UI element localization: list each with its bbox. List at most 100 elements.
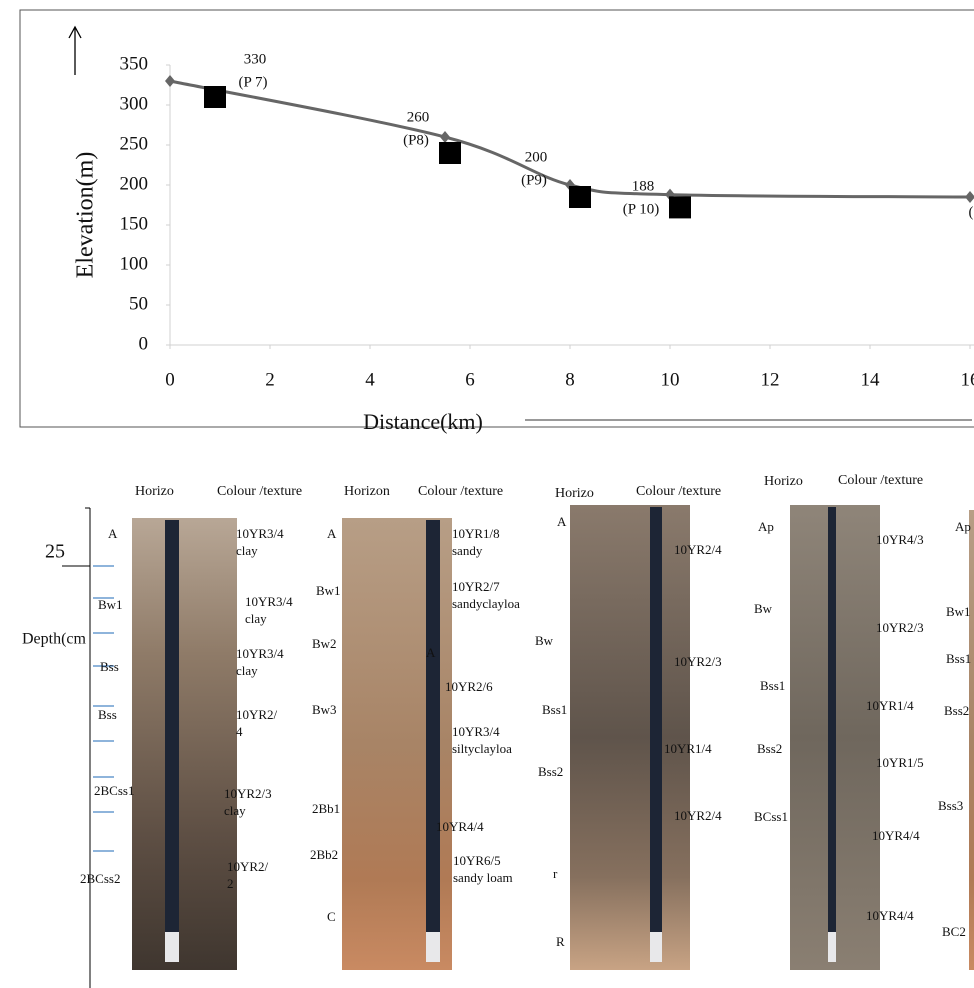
measuring-tape bbox=[165, 520, 179, 932]
measuring-tape bbox=[650, 507, 662, 932]
horizon-label: Bss1 bbox=[760, 678, 785, 693]
depth-label: Depth(cm bbox=[22, 631, 87, 648]
horizon-label: Bss1 bbox=[542, 702, 567, 717]
column-header: Colour /texture bbox=[838, 473, 923, 488]
horizon-label: BC2 bbox=[942, 924, 966, 939]
profile-photo bbox=[969, 510, 974, 970]
x-tick-label: 8 bbox=[565, 369, 575, 390]
x-tick-label: 14 bbox=[861, 369, 881, 390]
site-marker bbox=[204, 86, 226, 108]
colour-texture-label: sandy loam bbox=[453, 870, 513, 885]
y-tick-label: 150 bbox=[120, 213, 149, 234]
y-tick-label: 200 bbox=[120, 173, 149, 194]
horizon-label: Bw3 bbox=[312, 702, 337, 717]
x-tick-label: 2 bbox=[265, 369, 275, 390]
colour-texture-label: 10YR6/5 bbox=[453, 853, 501, 868]
x-axis-title: Distance(km) bbox=[363, 409, 483, 434]
horizon-label: R bbox=[556, 934, 565, 949]
colour-texture-label: 10YR2/3 bbox=[224, 786, 272, 801]
colour-texture-label: 10YR2/ bbox=[236, 707, 278, 722]
horizon-label: Bw2 bbox=[312, 636, 337, 651]
colour-texture-label: 10YR1/8 bbox=[452, 526, 500, 541]
horizon-label: A bbox=[557, 514, 567, 529]
point-annotation: (P8) bbox=[403, 132, 429, 148]
up-arrow-head bbox=[68, 25, 82, 39]
colour-texture-label: clay bbox=[236, 663, 258, 678]
horizon-label: Bss bbox=[98, 707, 117, 722]
colour-texture-label: sandy bbox=[452, 543, 483, 558]
horizon-label: 2BCss2 bbox=[80, 871, 120, 886]
x-tick-label: 0 bbox=[165, 369, 175, 390]
profile-photo bbox=[570, 505, 690, 970]
horizon-label: 2BCss1 bbox=[94, 783, 134, 798]
horizon-label: Bss2 bbox=[538, 764, 563, 779]
point-annotation: 200 bbox=[525, 149, 548, 165]
point-marker bbox=[165, 75, 175, 87]
colour-texture-label: 10YR4/4 bbox=[872, 828, 920, 843]
colour-texture-label: 10YR2/4 bbox=[674, 808, 722, 823]
point-annotation: (P9) bbox=[521, 172, 547, 188]
colour-texture-label: 10YR4/4 bbox=[436, 819, 484, 834]
x-tick-label: 6 bbox=[465, 369, 475, 390]
column-header: Horizo bbox=[555, 486, 594, 501]
colour-texture-label: sandyclayloa bbox=[452, 596, 520, 611]
colour-texture-label: clay bbox=[245, 611, 267, 626]
y-tick-label: 50 bbox=[129, 293, 148, 314]
horizon-label: Bw bbox=[535, 633, 554, 648]
horizon-label: Bw1 bbox=[316, 583, 341, 598]
colour-texture-label: 10YR3/4 bbox=[236, 646, 284, 661]
site-marker bbox=[569, 186, 591, 208]
colour-texture-label: 10YR2/6 bbox=[445, 679, 493, 694]
chart-frame bbox=[19, 9, 974, 428]
horizon-label: Bss1 bbox=[946, 651, 971, 666]
horizon-label: A bbox=[327, 526, 337, 541]
colour-texture-label: 10YR2/4 bbox=[674, 542, 722, 557]
point-annotation: (P 7) bbox=[238, 74, 267, 90]
depth-tick-label: 25 bbox=[45, 541, 65, 563]
horizon-label: 2Bb2 bbox=[310, 847, 338, 862]
horizon-label: BCss1 bbox=[754, 809, 788, 824]
y-tick-label: 0 bbox=[139, 333, 149, 354]
horizon-label: Bss bbox=[100, 659, 119, 674]
horizon-label: Bw1 bbox=[98, 597, 123, 612]
horizon-label: A bbox=[108, 526, 118, 541]
point-annotation: 188 bbox=[632, 178, 655, 194]
colour-texture-label: 4 bbox=[236, 724, 243, 739]
tape-end bbox=[650, 932, 662, 962]
point-annotation: 330 bbox=[244, 51, 267, 67]
tape-end bbox=[165, 932, 179, 962]
measuring-tape bbox=[828, 507, 836, 932]
horizon-label: Bss2 bbox=[757, 741, 782, 756]
column-header: Colour /texture bbox=[217, 484, 302, 499]
colour-texture-label: 10YR4/4 bbox=[866, 908, 914, 923]
depth-ticks bbox=[93, 565, 114, 852]
point-annotation: (P 10) bbox=[623, 201, 660, 217]
y-tick-label: 350 bbox=[120, 53, 149, 74]
colour-texture-label: 10YR3/4 bbox=[236, 526, 284, 541]
tape-end bbox=[828, 932, 836, 962]
colour-texture-label: clay bbox=[236, 543, 258, 558]
column-header: Horizo bbox=[764, 474, 803, 489]
y-tick-label: 300 bbox=[120, 93, 149, 114]
horizon-label: Bss2 bbox=[944, 703, 969, 718]
colour-texture-label: 10YR1/4 bbox=[866, 698, 914, 713]
colour-texture-label: 10YR3/4 bbox=[452, 724, 500, 739]
colour-texture-label: 10YR1/4 bbox=[664, 741, 712, 756]
point-marker bbox=[440, 131, 450, 143]
y-tick-label: 250 bbox=[120, 133, 149, 154]
colour-texture-label: clay bbox=[224, 803, 246, 818]
point-annotation: ( bbox=[969, 204, 974, 220]
horizon-label: Bss3 bbox=[938, 798, 963, 813]
colour-texture-label: 10YR1/5 bbox=[876, 755, 924, 770]
colour-texture-label: 10YR4/3 bbox=[876, 532, 924, 547]
tape-end bbox=[426, 932, 440, 962]
column-header: Horizon bbox=[344, 484, 390, 499]
horizon-label: C bbox=[327, 909, 336, 924]
measuring-tape bbox=[426, 520, 440, 932]
column-header: Colour /texture bbox=[636, 484, 721, 499]
site-marker bbox=[669, 196, 691, 219]
x-tick-label: 16 bbox=[961, 369, 974, 390]
colour-texture-label: siltyclayloa bbox=[452, 741, 512, 756]
